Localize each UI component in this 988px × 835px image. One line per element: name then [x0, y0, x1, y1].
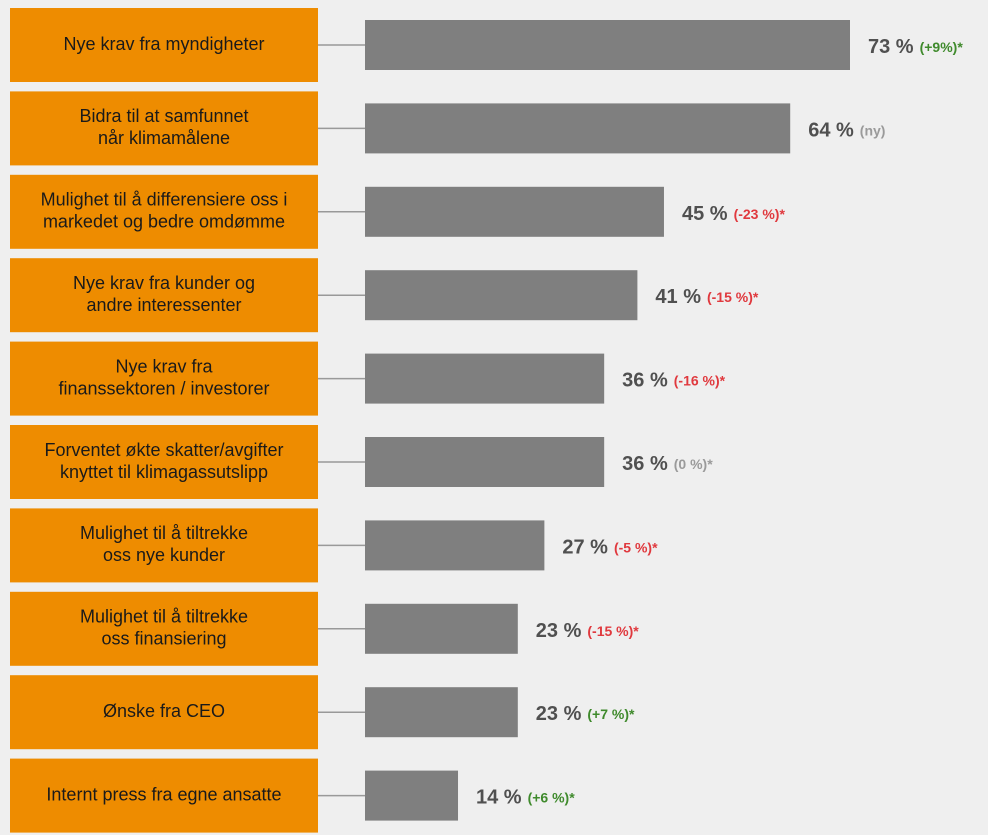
category-box	[10, 508, 318, 583]
category-box	[10, 91, 318, 166]
category-label: oss nye kunder	[103, 545, 225, 565]
category-label: andre interessenter	[86, 295, 241, 315]
category-label: Ønske fra CEO	[103, 701, 225, 721]
value-label: 23 % (+7 %)*	[536, 703, 635, 725]
category-box	[10, 174, 318, 249]
bar	[365, 770, 459, 821]
category-box	[10, 675, 318, 750]
change-annotation: (-16 %)*	[674, 372, 726, 388]
value-label: 27 % (-5 %)*	[562, 537, 658, 559]
category-label: markedet og bedre omdømme	[43, 212, 285, 232]
category-label: Mulighet til å tiltrekke	[80, 607, 248, 627]
value-text: 36 %	[622, 453, 668, 475]
value-label: 36 % (0 %)*	[622, 453, 713, 475]
category-label: oss finansiering	[101, 629, 226, 649]
value-text: 23 %	[536, 620, 582, 642]
change-annotation: (+7 %)*	[587, 706, 635, 722]
value-text: 36 %	[622, 370, 668, 392]
category-label: finanssektoren / investorer	[58, 378, 269, 398]
value-text: 45 %	[682, 203, 728, 225]
bar	[365, 103, 791, 154]
category-label: Nye krav fra	[115, 356, 213, 376]
category-label: Mulighet til å differensiere oss i	[41, 190, 288, 210]
change-annotation: (0 %)*	[674, 456, 713, 472]
bar	[365, 437, 605, 487]
category-box	[10, 591, 318, 666]
category-label: Forventet økte skatter/avgifter	[44, 440, 283, 460]
value-label: 23 % (-15 %)*	[536, 620, 639, 642]
bar	[365, 687, 518, 738]
category-label: knyttet til klimagassutslipp	[60, 462, 268, 482]
value-label: 45 % (-23 %)*	[682, 203, 785, 225]
category-box	[10, 758, 318, 833]
change-annotation: (ny)	[860, 122, 886, 138]
value-label: 64 % (ny)	[808, 120, 885, 142]
change-annotation: (+6 %)*	[528, 789, 576, 805]
change-annotation: (+9%)*	[920, 39, 964, 55]
change-annotation: (-15 %)*	[707, 289, 759, 305]
bar	[365, 20, 850, 70]
bar	[365, 186, 664, 237]
category-box	[10, 8, 318, 82]
category-label: Nye krav fra myndigheter	[63, 34, 264, 54]
value-text: 27 %	[562, 537, 608, 559]
category-box	[10, 341, 318, 416]
value-text: 23 %	[536, 703, 582, 725]
bar	[365, 270, 638, 321]
bar	[365, 603, 518, 654]
category-label: Mulighet til å tiltrekke	[80, 523, 248, 543]
value-text: 64 %	[808, 120, 854, 142]
value-label: 41 % (-15 %)*	[655, 286, 758, 308]
category-box	[10, 258, 318, 333]
value-label: 73 % (+9%)*	[868, 36, 963, 58]
bar	[365, 353, 605, 404]
category-label: når klimamålene	[98, 128, 230, 148]
change-annotation: (-5 %)*	[614, 539, 658, 555]
category-label: Bidra til at samfunnet	[79, 106, 248, 126]
value-label: 14 % (+6 %)*	[476, 787, 575, 809]
value-text: 41 %	[655, 286, 701, 308]
category-box	[10, 425, 318, 499]
category-label: Nye krav fra kunder og	[73, 273, 255, 293]
value-text: 14 %	[476, 787, 522, 809]
value-label: 36 % (-16 %)*	[622, 370, 725, 392]
category-label: Internt press fra egne ansatte	[46, 784, 281, 804]
change-annotation: (-15 %)*	[587, 623, 639, 639]
value-text: 73 %	[868, 36, 914, 58]
change-annotation: (-23 %)*	[734, 206, 786, 222]
bar	[365, 520, 545, 571]
